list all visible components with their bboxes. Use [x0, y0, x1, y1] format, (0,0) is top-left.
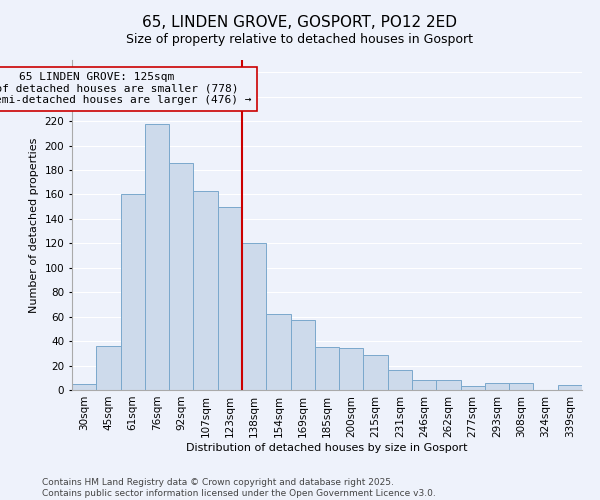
Bar [388, 370, 412, 390]
Bar [290, 320, 315, 390]
Bar [121, 194, 145, 390]
Bar [485, 382, 509, 390]
Text: Size of property relative to detached houses in Gosport: Size of property relative to detached ho… [127, 32, 473, 46]
Bar [266, 314, 290, 390]
Bar [558, 385, 582, 390]
Bar [461, 386, 485, 390]
Bar [145, 124, 169, 390]
Y-axis label: Number of detached properties: Number of detached properties [29, 138, 39, 312]
Bar [315, 347, 339, 390]
Bar [72, 384, 96, 390]
Bar [96, 346, 121, 390]
X-axis label: Distribution of detached houses by size in Gosport: Distribution of detached houses by size … [186, 442, 468, 452]
Bar [364, 354, 388, 390]
Bar [169, 162, 193, 390]
Bar [436, 380, 461, 390]
Bar [339, 348, 364, 390]
Bar [193, 191, 218, 390]
Text: 65 LINDEN GROVE: 125sqm
← 62% of detached houses are smaller (778)
38% of semi-d: 65 LINDEN GROVE: 125sqm ← 62% of detache… [0, 72, 251, 106]
Bar [509, 382, 533, 390]
Bar [242, 244, 266, 390]
Bar [412, 380, 436, 390]
Text: 65, LINDEN GROVE, GOSPORT, PO12 2ED: 65, LINDEN GROVE, GOSPORT, PO12 2ED [143, 15, 458, 30]
Bar [218, 206, 242, 390]
Text: Contains HM Land Registry data © Crown copyright and database right 2025.
Contai: Contains HM Land Registry data © Crown c… [42, 478, 436, 498]
